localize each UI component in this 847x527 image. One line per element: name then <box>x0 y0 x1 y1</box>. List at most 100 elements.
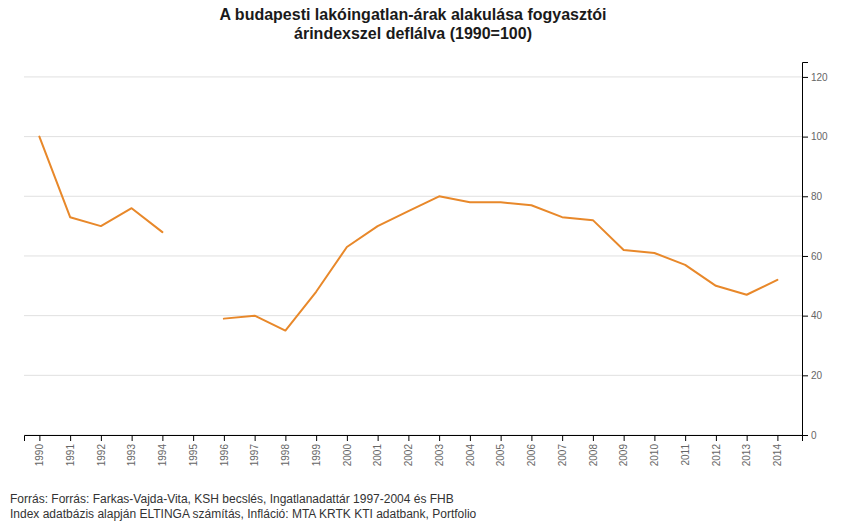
chart: A budapesti lakóingatlan-árak alakulása … <box>0 0 847 527</box>
x-tick-mark <box>255 435 256 441</box>
y-tick-label: 20 <box>811 370 823 381</box>
x-tick-mark <box>747 435 748 441</box>
y-tick-label: 40 <box>811 310 823 321</box>
x-tick-label: 1997 <box>249 444 260 467</box>
x-tick-label: 1990 <box>34 444 45 467</box>
y-tick-mark <box>802 77 808 78</box>
x-tick: 2005 <box>495 435 506 466</box>
y-tick: 120 <box>802 72 828 83</box>
grid-line <box>24 76 802 77</box>
y-tick-mark <box>802 375 808 376</box>
title: A budapesti lakóingatlan-árak alakulása … <box>219 6 606 42</box>
x-tick: 1991 <box>65 435 76 466</box>
x-tick-label: 2006 <box>526 444 537 467</box>
y-tick-mark <box>802 137 808 138</box>
x-tick-mark <box>70 435 71 441</box>
x-tick-label: 2009 <box>618 444 629 467</box>
x-tick-label: 1995 <box>188 444 199 467</box>
x-tick: 2007 <box>557 435 568 466</box>
x-tick-mark <box>501 435 502 441</box>
x-tick-label: 1991 <box>65 444 76 467</box>
x-tick-label: 2010 <box>649 444 660 467</box>
y-tick-label: 100 <box>811 131 828 142</box>
source: Forrás: Forrás: Farkas-Vajda-Vita, KSH b… <box>10 492 477 521</box>
x-tick-label: 1992 <box>96 444 107 467</box>
y-tick-label: 120 <box>811 72 828 83</box>
y-tick-label: 0 <box>811 430 817 441</box>
y-tick: 40 <box>802 310 823 321</box>
y-tick-label: 80 <box>811 191 823 202</box>
grid-line <box>24 196 802 197</box>
y-tick: 20 <box>802 370 823 381</box>
y-tick: 0 <box>802 430 817 441</box>
x-tick-mark <box>716 435 717 441</box>
x-tick: 1995 <box>188 435 199 466</box>
x-tick-mark <box>347 435 348 441</box>
x-tick-mark <box>39 435 40 441</box>
x-tick: 1994 <box>157 435 168 466</box>
x-tick-mark <box>624 435 625 441</box>
x-tick-label: 2001 <box>372 444 383 467</box>
x-tick: 2001 <box>372 435 383 466</box>
x-tick: 2013 <box>741 435 752 466</box>
x-tick: 2014 <box>772 435 783 466</box>
x-tick-label: 2004 <box>465 444 476 467</box>
x-tick-mark <box>439 435 440 441</box>
y-tick: 80 <box>802 191 823 202</box>
x-tick-mark <box>132 435 133 441</box>
x-tick-mark <box>470 435 471 441</box>
x-tick-label: 2002 <box>403 444 414 467</box>
x-axis-line <box>25 436 803 442</box>
x-tick-mark <box>531 435 532 441</box>
x-tick-mark <box>593 435 594 441</box>
x-tick-label: 1998 <box>280 444 291 467</box>
x-tick: 1992 <box>96 435 107 466</box>
x-tick-mark <box>685 435 686 441</box>
x-tick-label: 2003 <box>434 444 445 467</box>
y-tick: 60 <box>802 251 823 262</box>
x-tick: 2002 <box>403 435 414 466</box>
grid-line <box>24 315 802 316</box>
x-tick: 2000 <box>342 435 353 466</box>
y-tick-mark <box>802 196 808 197</box>
x-tick-mark <box>285 435 286 441</box>
x-tick-mark <box>224 435 225 441</box>
x-tick-label: 1994 <box>157 444 168 467</box>
x-tick-label: 2005 <box>495 444 506 467</box>
y-tick-mark <box>802 435 808 436</box>
grid-line <box>24 136 802 137</box>
grid <box>24 77 802 435</box>
x-tick: 1990 <box>34 435 45 466</box>
x-tick: 2010 <box>649 435 660 466</box>
x-tick-label: 1999 <box>311 444 322 467</box>
x-tick-label: 2011 <box>680 444 691 466</box>
x-axis: 1990 1991 1992 1993 1994 1995 1996 1997 1998 1999… <box>25 435 803 466</box>
x-tick: 2004 <box>465 435 476 466</box>
x-tick-label: 2000 <box>342 444 353 467</box>
y-tick: 100 <box>802 131 828 142</box>
x-tick-label: 2007 <box>557 444 568 467</box>
x-tick-mark <box>193 435 194 441</box>
x-tick: 1996 <box>219 435 230 466</box>
y-tick-label: 60 <box>811 251 823 262</box>
x-tick: 1993 <box>126 435 137 466</box>
x-tick: 2011 <box>680 435 691 466</box>
y-tick-mark <box>802 256 808 257</box>
x-tick: 2009 <box>618 435 629 466</box>
x-tick: 2006 <box>526 435 537 466</box>
x-tick-label: 2014 <box>772 444 783 467</box>
x-tick: 1999 <box>311 435 322 466</box>
x-tick-label: 2008 <box>588 444 599 467</box>
x-tick: 1998 <box>280 435 291 466</box>
marks <box>39 137 777 331</box>
x-tick-mark <box>162 435 163 441</box>
y-tick-mark <box>802 316 808 317</box>
x-tick-label: 1996 <box>219 444 230 467</box>
x-tick: 1997 <box>249 435 260 466</box>
x-tick-mark <box>316 435 317 441</box>
x-tick-mark <box>562 435 563 441</box>
x-tick-mark <box>378 435 379 441</box>
y-axis: 0 20 40 60 80 100 120 <box>802 63 828 441</box>
x-tick-mark <box>408 435 409 441</box>
grid-line <box>24 255 802 256</box>
